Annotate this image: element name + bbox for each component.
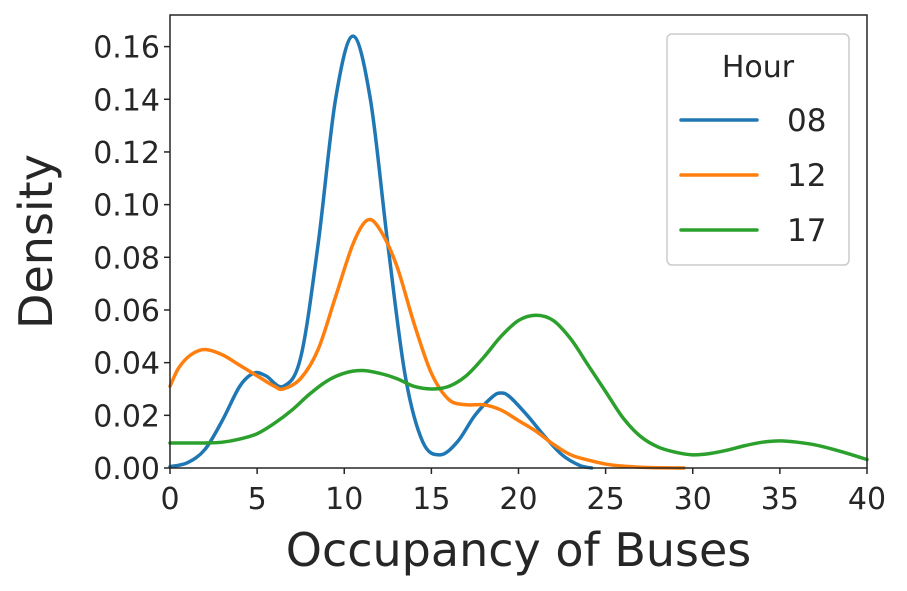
y-tick-label: 0.08 xyxy=(93,241,160,276)
x-tick-label: 35 xyxy=(761,482,799,517)
x-tick-label: 10 xyxy=(325,482,363,517)
y-axis: 0.00 0.02 0.04 0.06 0.08 0.10 0.12 0.14 0.16 xyxy=(93,31,170,487)
series-line-08 xyxy=(168,34,594,470)
x-tick-label: 20 xyxy=(499,482,537,517)
series-line-17 xyxy=(168,313,869,462)
x-tick-label: 0 xyxy=(160,482,179,517)
series-line-12 xyxy=(168,217,686,470)
legend-label-12: 12 xyxy=(787,158,826,194)
y-tick-label: 0.10 xyxy=(93,189,160,224)
legend-label-08: 08 xyxy=(787,103,826,139)
x-tick-label: 15 xyxy=(412,482,450,517)
y-tick-label: 0.12 xyxy=(93,136,160,171)
y-tick-label: 0.06 xyxy=(93,294,160,329)
y-tick-label: 0.00 xyxy=(93,452,160,487)
y-tick-label: 0.02 xyxy=(93,399,160,434)
y-tick-label: 0.04 xyxy=(93,347,160,382)
y-tick-label: 0.14 xyxy=(93,83,160,118)
legend-entries: 08 12 17 xyxy=(679,103,826,249)
legend-box xyxy=(666,33,850,266)
legend-label-17: 17 xyxy=(787,213,826,249)
series-layer xyxy=(168,34,869,470)
y-tick-label: 0.16 xyxy=(93,31,160,66)
x-axis-title: Occupancy of Buses xyxy=(286,523,752,577)
x-axis: 0 5 10 15 20 25 30 35 40 xyxy=(160,468,886,517)
x-tick-label: 30 xyxy=(674,482,712,517)
x-tick-label: 5 xyxy=(248,482,267,517)
x-tick-label: 25 xyxy=(587,482,625,517)
x-tick-label: 40 xyxy=(848,482,886,517)
y-axis-title: Density xyxy=(9,154,63,329)
legend-title: Hour xyxy=(722,50,795,85)
legend: Hour 08 12 17 xyxy=(666,33,850,266)
